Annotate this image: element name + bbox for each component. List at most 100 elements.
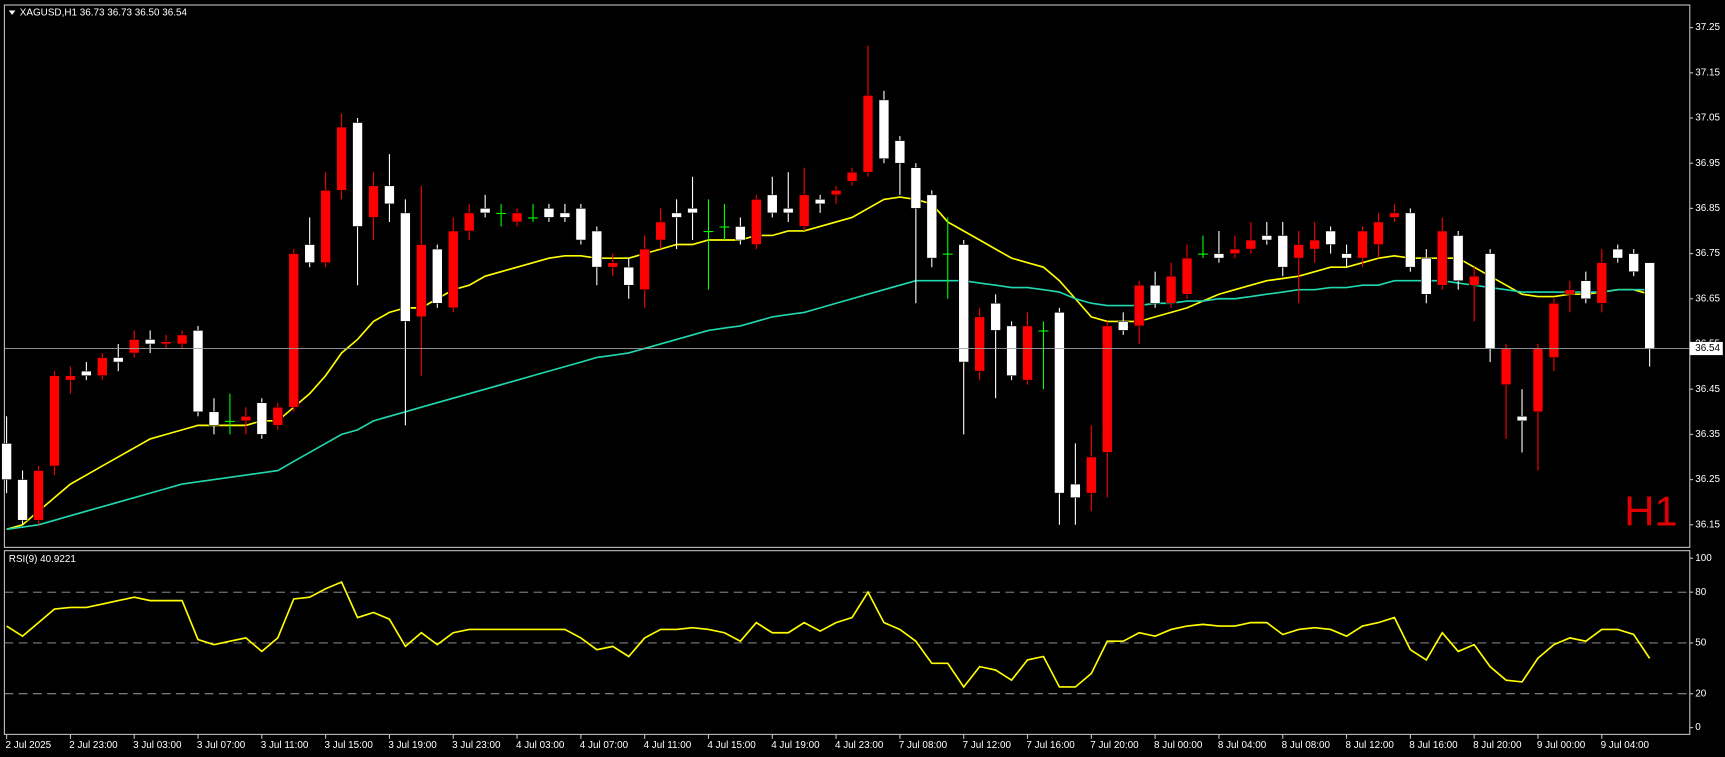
candle-body [400,212,411,322]
candle-body [1149,284,1161,304]
candle-body [352,122,363,227]
x-tick-label: 4 Jul 03:00 [516,740,565,751]
candle-body [559,212,571,218]
candle-body [1564,289,1576,295]
candle-body [304,244,315,263]
x-tick-label: 9 Jul 04:00 [1601,740,1650,751]
candle-body [783,208,794,214]
candle-body [432,248,443,304]
candle-body [1229,248,1241,254]
candle-body [1421,257,1432,295]
candle-body [1165,275,1177,304]
candle-body [1022,325,1033,381]
candle-body [1213,253,1225,259]
candle-body [336,126,347,191]
candle-body [479,208,491,214]
candle-body [1644,262,1655,349]
y-tick-label: 37.15 [1695,67,1720,78]
x-tick-label: 7 Jul 20:00 [1090,740,1139,751]
candle-body [320,190,331,263]
x-tick-label: 8 Jul 12:00 [1345,740,1394,751]
y-tick-label: 36.65 [1695,293,1720,304]
candle-body [192,330,204,413]
y-tick-label: 36.75 [1695,248,1720,259]
candle-body [1357,230,1368,259]
candle-body [496,212,507,215]
candle-body [703,230,714,233]
candle-body [1325,230,1336,245]
x-tick-label: 8 Jul 08:00 [1282,740,1331,751]
candle-body [719,226,730,228]
x-tick-label: 8 Jul 04:00 [1218,740,1267,751]
candle-body [1118,321,1129,331]
candle-body [1181,257,1193,295]
candle-body [224,420,235,422]
y-tick-label: 36.35 [1695,429,1720,440]
x-tick-label: 8 Jul 16:00 [1409,740,1458,751]
candle-body [575,208,587,241]
y-tick-label: 20 [1695,688,1707,699]
candle-body [81,370,92,376]
current-price-box [1689,341,1723,356]
candle-body [735,226,746,241]
candle-body [1245,239,1257,250]
candle-body [97,357,108,376]
y-tick-label: 36.45 [1695,384,1720,395]
x-tick-label: 7 Jul 16:00 [1026,740,1075,751]
candle-body [1548,303,1560,358]
y-tick-label: 37.25 [1695,22,1720,33]
chart-title: XAGUSD,H1 36.73 36.73 36.50 36.54 [20,7,188,18]
candle-body [144,339,156,345]
candle-body [1373,221,1384,245]
current-price-label: 36.54 [1695,343,1720,354]
candle-body [607,262,618,268]
candle-body [910,167,922,209]
y-tick-label: 37.05 [1695,113,1720,124]
candle-body [1293,244,1304,259]
candle-body [1580,280,1592,300]
candle-body [1038,330,1049,332]
y-tick-label: 36.85 [1695,203,1720,214]
candle-body [208,411,220,426]
rsi-title: RSI(9) 40.9221 [9,554,77,565]
candle-body [384,185,395,205]
candle-body [990,303,1001,331]
candle-body [671,212,682,218]
candle-body [543,208,555,218]
candle-body [528,217,538,219]
x-tick-label: 3 Jul 03:00 [133,740,182,751]
candle-body [448,230,459,309]
candle-body [368,185,379,218]
candle-body [1086,456,1097,494]
candle-body [687,208,698,214]
x-tick-label: 3 Jul 15:00 [325,740,374,751]
candle-body [862,95,874,173]
x-tick-label: 7 Jul 12:00 [963,740,1012,751]
candle-body [33,470,44,521]
candle-body [830,190,842,196]
x-tick-label: 4 Jul 07:00 [580,740,629,751]
y-tick-label: 0 [1695,722,1701,733]
candle-body [49,375,60,467]
y-tick-label: 36.15 [1695,519,1720,530]
menu-arrow[interactable] [8,10,16,15]
candle-body [974,316,985,372]
moving-average [6,279,1650,531]
candle-body [591,230,603,268]
y-tick-label: 80 [1695,587,1707,598]
x-tick-label: 3 Jul 19:00 [388,740,437,751]
x-tick-label: 8 Jul 20:00 [1473,740,1522,751]
x-tick-label: 2 Jul 23:00 [69,740,118,751]
candle-body [958,244,969,363]
candle-body [288,253,299,408]
candle-body [1,443,12,480]
candle-body [416,244,427,318]
x-tick-label: 3 Jul 11:00 [261,740,309,751]
candle-body [1437,230,1448,286]
candle-body [1484,253,1496,349]
candle-body [65,375,76,381]
candle-body [639,248,650,291]
x-tick-label: 3 Jul 07:00 [197,740,246,751]
